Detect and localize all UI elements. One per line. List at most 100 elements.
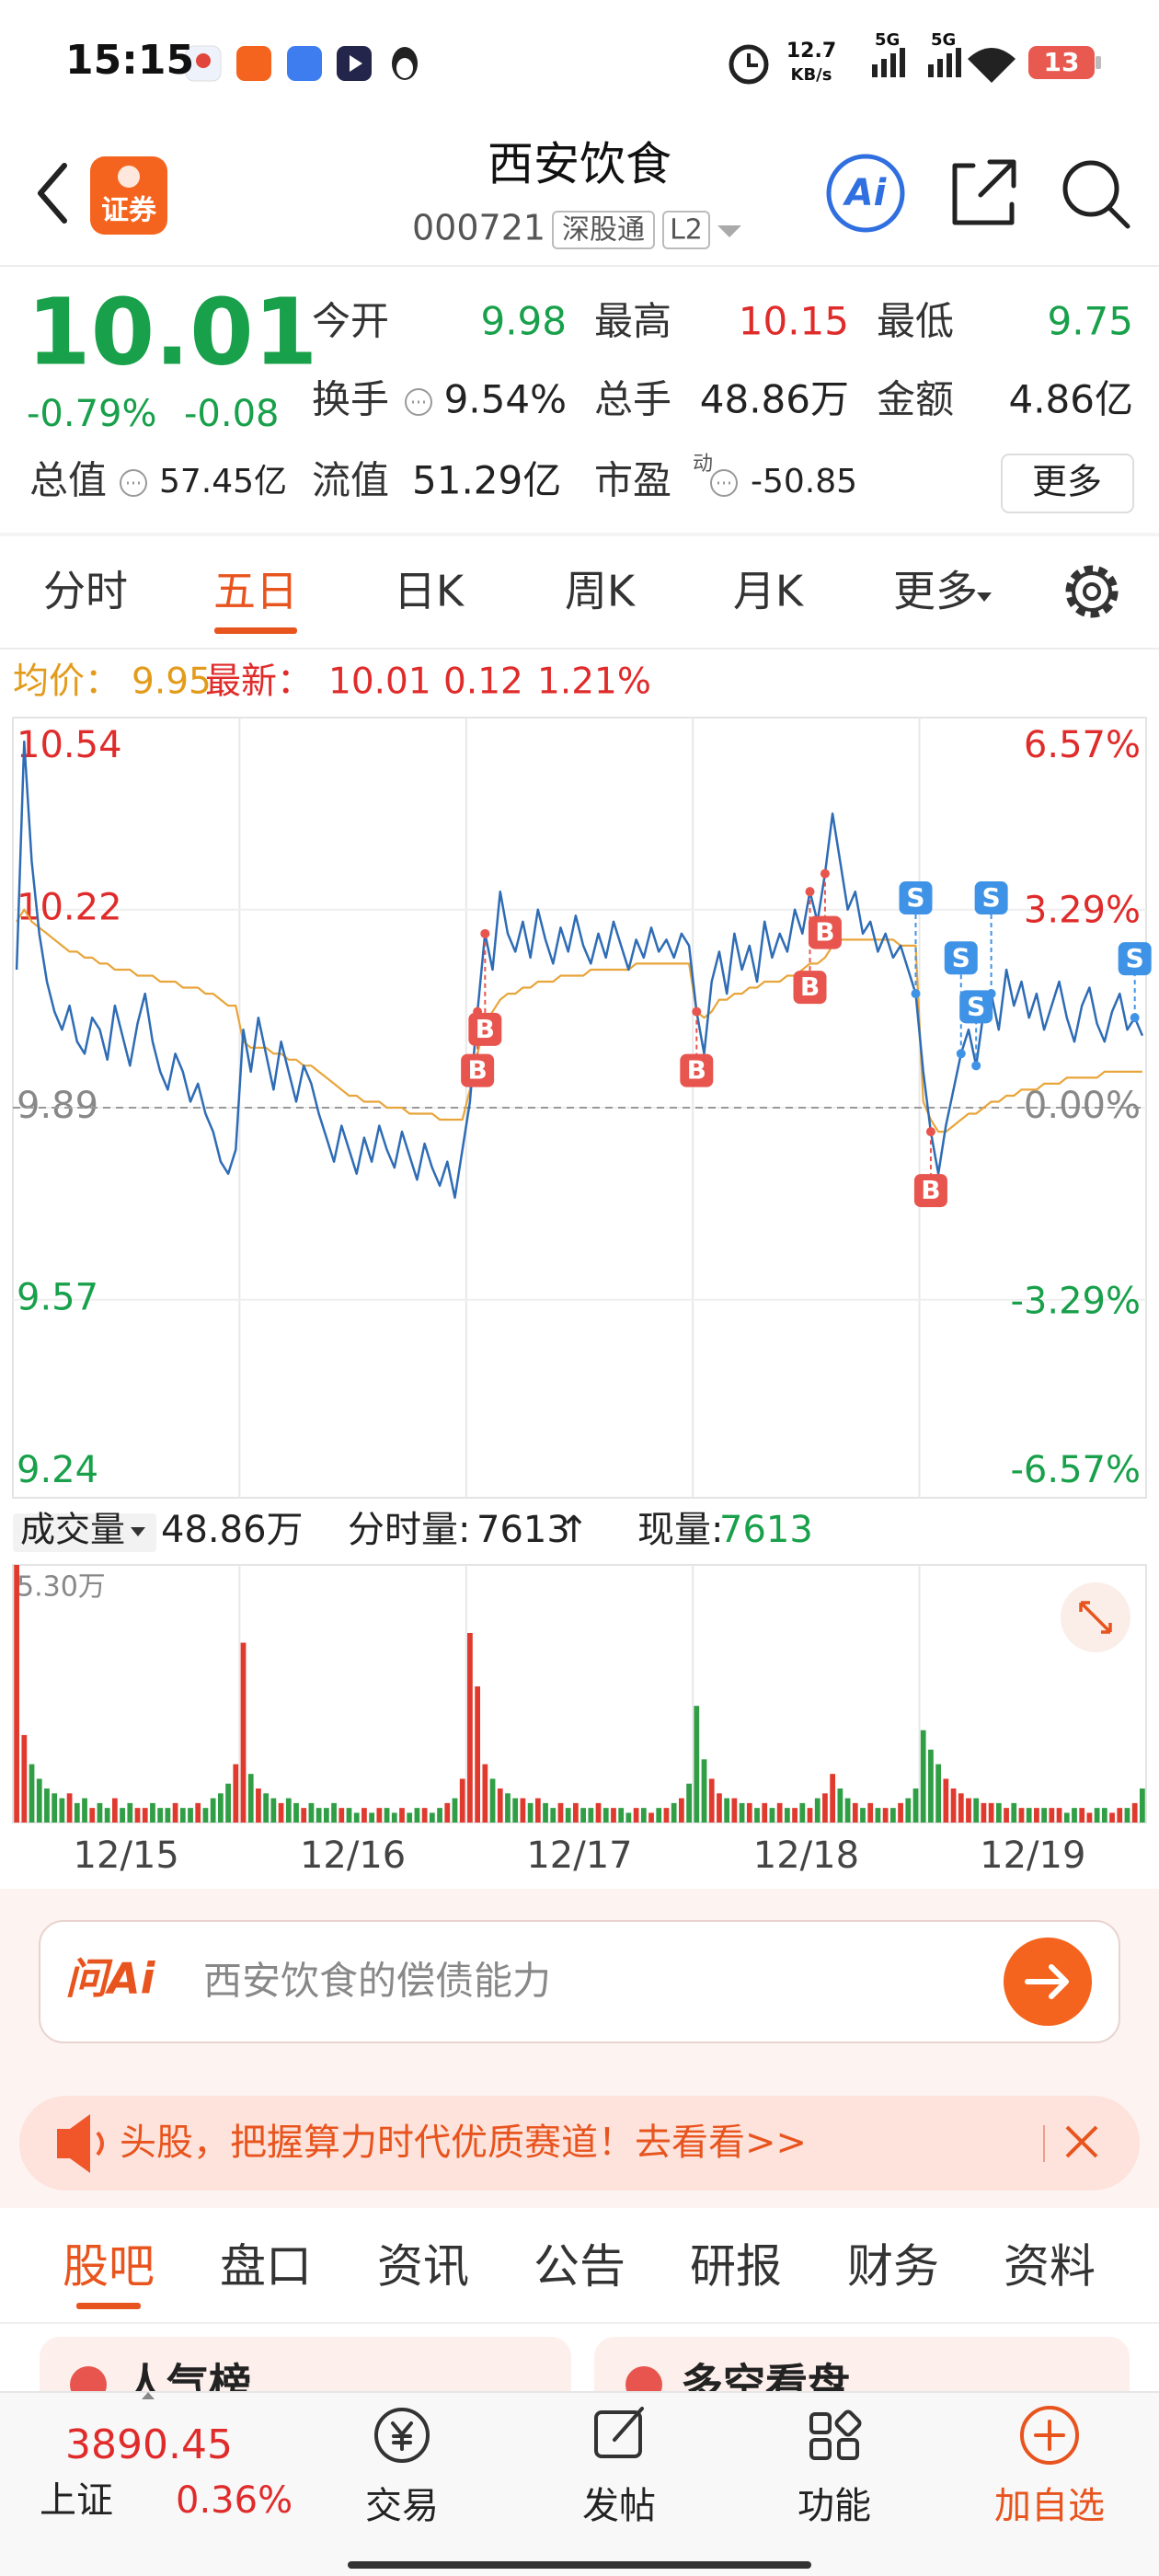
volume-bar xyxy=(663,1808,670,1823)
volume-bar xyxy=(1094,1808,1100,1823)
banner-text[interactable]: 头股，把握算力时代优质赛道！去看看>> xyxy=(120,2122,807,2164)
volume-bar xyxy=(1034,1808,1039,1823)
marker-badge xyxy=(468,1012,502,1046)
trade-icon[interactable] xyxy=(374,2408,430,2463)
back-button[interactable] xyxy=(38,163,67,224)
volume-selector[interactable] xyxy=(13,1513,156,1552)
volume-bar xyxy=(852,1802,858,1823)
volume-bar xyxy=(369,1812,375,1823)
add-watchlist-icon[interactable] xyxy=(1020,2406,1079,2465)
field-label: 最高 xyxy=(594,299,671,344)
more-button-label[interactable]: 更多 xyxy=(1032,462,1102,502)
chart-info: 最新： xyxy=(205,661,313,703)
x-tick-label: 12/16 xyxy=(300,1834,406,1877)
marker-badge xyxy=(944,941,978,975)
period-tab[interactable]: 日K xyxy=(394,567,465,616)
volume-bar xyxy=(625,1812,632,1823)
content-tab[interactable]: 研报 xyxy=(690,2240,782,2294)
volume-bar xyxy=(120,1808,125,1823)
settings-button[interactable] xyxy=(1065,565,1119,618)
content-tab[interactable]: 公告 xyxy=(534,2240,625,2294)
marker-point xyxy=(692,1006,702,1017)
volume-bar xyxy=(452,1798,458,1823)
period-tab[interactable]: 更多 xyxy=(893,567,978,616)
volume-bar xyxy=(935,1764,942,1823)
nav-item[interactable]: 加自选 xyxy=(994,2485,1105,2527)
volume-bar xyxy=(958,1793,964,1823)
volume-bar xyxy=(995,1802,1002,1823)
marker-badge xyxy=(959,990,993,1024)
dropdown-arrow[interactable] xyxy=(977,592,992,602)
volume-bar xyxy=(301,1808,307,1823)
period-tab[interactable]: 五日 xyxy=(213,567,298,616)
content-tab[interactable]: 资讯 xyxy=(377,2240,469,2294)
content-tab[interactable]: 资料 xyxy=(1004,2240,1096,2294)
marker-point xyxy=(820,868,830,879)
dropdown-arrow[interactable] xyxy=(131,1527,145,1536)
volume-bar xyxy=(724,1798,730,1823)
volume-bar xyxy=(988,1802,994,1823)
app-badge[interactable] xyxy=(90,156,167,235)
bottom-nav: 3890.45 上证 0.36% 交易 发帖 功能 加自选 xyxy=(0,2391,1159,2576)
content-tab[interactable]: 盘口 xyxy=(220,2240,312,2294)
ai-button[interactable] xyxy=(826,154,905,233)
volume-bar xyxy=(527,1802,534,1823)
field-value: 48.86万 xyxy=(700,377,849,422)
content-tab[interactable]: 股吧 xyxy=(63,2240,155,2294)
info-icon[interactable] xyxy=(405,388,432,416)
volume-bar xyxy=(172,1802,178,1823)
ask-ai-placeholder[interactable]: 西安饮食的偿债能力 xyxy=(203,1959,551,2004)
tick-volume-arrow: ↑ xyxy=(558,1509,590,1551)
field-value: 57.45亿 xyxy=(159,463,287,500)
volume-bar xyxy=(686,1783,692,1823)
volume-bar xyxy=(1086,1812,1093,1823)
volume-bar xyxy=(633,1808,639,1823)
close-button[interactable] xyxy=(1065,2125,1098,2158)
volume-bar xyxy=(188,1808,193,1823)
x-tick-label: 12/15 xyxy=(74,1834,179,1877)
nav-item[interactable]: 发帖 xyxy=(582,2485,656,2527)
ai-button-label[interactable]: Ai xyxy=(843,172,888,214)
marker-point xyxy=(805,887,815,897)
volume-bar xyxy=(74,1802,80,1823)
field-value: 9.98 xyxy=(480,299,567,344)
dropdown-arrow[interactable] xyxy=(717,225,741,237)
period-tab[interactable]: 分时 xyxy=(43,567,128,616)
chart-info: 10.01 xyxy=(328,661,431,703)
post-icon[interactable] xyxy=(594,2410,642,2458)
tag-box xyxy=(662,211,710,249)
field-label: 金额 xyxy=(877,377,954,422)
volume-bar xyxy=(112,1798,118,1823)
volume-bar xyxy=(807,1808,813,1823)
share-button[interactable] xyxy=(952,159,1016,225)
stock-tag: 深股通 xyxy=(562,214,645,247)
expand-button[interactable] xyxy=(1061,1582,1130,1652)
status-icons xyxy=(185,44,1101,85)
volume-bar xyxy=(293,1802,299,1823)
info-icon[interactable] xyxy=(710,469,738,497)
y2-tick-label: 0.00% xyxy=(1024,1085,1141,1127)
volume-title[interactable]: 成交量 xyxy=(20,1510,125,1550)
header-icons[interactable] xyxy=(38,154,1130,237)
arrow-icon xyxy=(1025,1964,1069,1999)
nav-item[interactable]: 交易 xyxy=(365,2485,439,2527)
nav-item[interactable]: 功能 xyxy=(798,2485,871,2527)
period-tab[interactable]: 周K xyxy=(565,567,637,616)
content-tab[interactable]: 财务 xyxy=(847,2240,939,2294)
last-price: 10.01 xyxy=(27,278,317,385)
volume-bar xyxy=(21,1734,28,1823)
info-icon[interactable] xyxy=(120,469,147,497)
volume-bar xyxy=(717,1793,722,1823)
functions-icon[interactable] xyxy=(809,2409,862,2460)
ask-ai-box[interactable] xyxy=(39,1920,1120,2043)
banner[interactable] xyxy=(19,2096,1140,2191)
search-button[interactable] xyxy=(1062,160,1130,229)
marker-label: S xyxy=(982,882,1001,913)
period-tab[interactable]: 月K xyxy=(733,567,805,616)
volume-bar xyxy=(36,1778,42,1823)
volume-bar xyxy=(602,1808,609,1823)
volume-bar xyxy=(1056,1808,1062,1823)
volume-bar xyxy=(134,1808,141,1823)
more-button[interactable] xyxy=(1001,454,1134,513)
volume-bar xyxy=(66,1793,73,1823)
